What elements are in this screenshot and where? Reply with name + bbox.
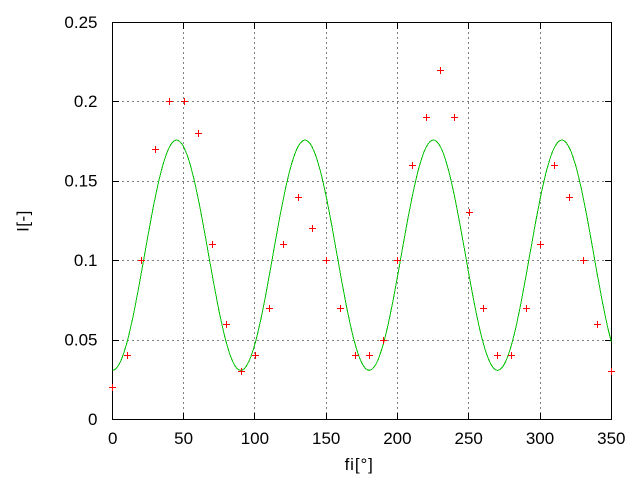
svg-text:0.15: 0.15	[64, 172, 97, 191]
svg-text:0.05: 0.05	[64, 331, 97, 350]
svg-text:0: 0	[108, 429, 117, 448]
svg-text:0.1: 0.1	[74, 251, 98, 270]
svg-text:250: 250	[455, 429, 483, 448]
svg-text:0.25: 0.25	[64, 13, 97, 32]
svg-text:100: 100	[241, 429, 269, 448]
svg-text:I[-]: I[-]	[14, 210, 33, 232]
svg-text:fi[°]: fi[°]	[345, 455, 374, 474]
svg-text:0: 0	[88, 410, 97, 429]
svg-text:150: 150	[312, 429, 340, 448]
svg-text:50: 50	[174, 429, 193, 448]
svg-text:350: 350	[597, 429, 625, 448]
svg-text:200: 200	[383, 429, 411, 448]
svg-text:300: 300	[526, 429, 554, 448]
svg-text:0.2: 0.2	[74, 92, 98, 111]
